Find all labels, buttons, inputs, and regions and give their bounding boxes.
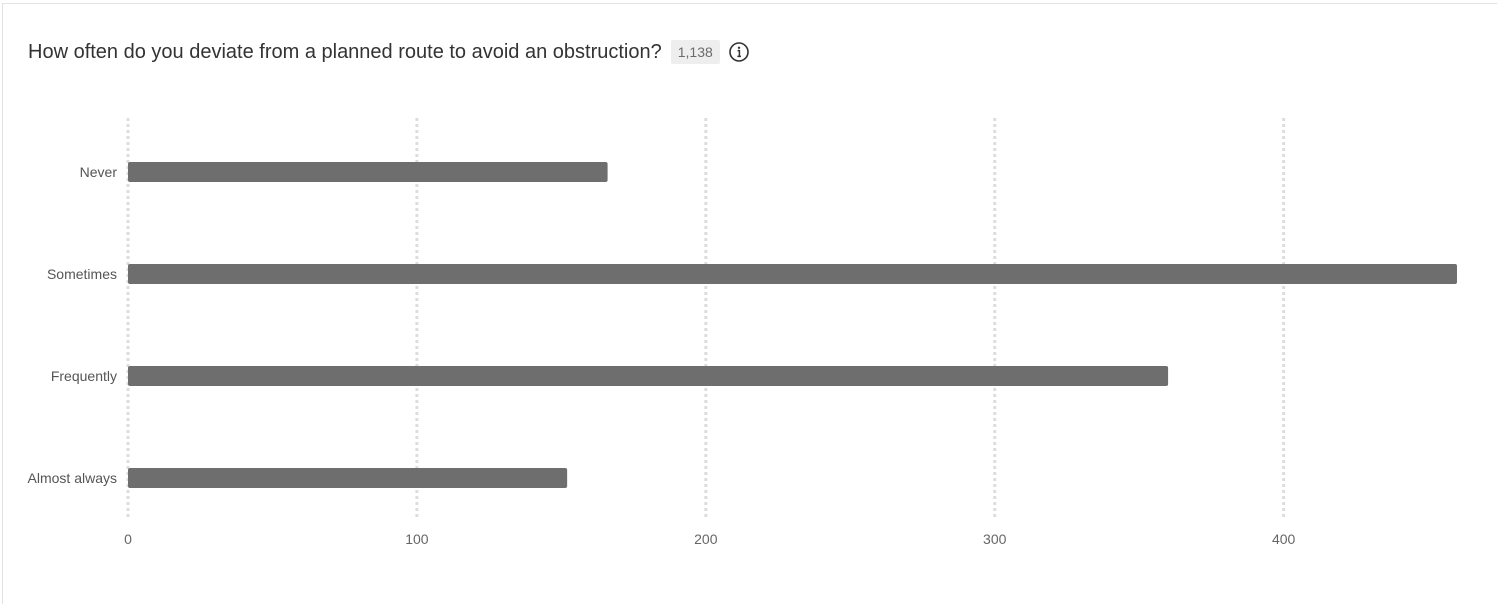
x-tick-label: 200: [694, 531, 718, 547]
info-circle-icon[interactable]: [728, 41, 750, 63]
category-label: Almost always: [28, 470, 117, 486]
category-label: Sometimes: [47, 266, 117, 282]
response-count-badge: 1,138: [670, 40, 720, 64]
x-tick-label: 300: [983, 531, 1007, 547]
question-title: How often do you deviate from a planned …: [28, 40, 662, 63]
category-label: Never: [80, 164, 118, 180]
category-labels: Never Sometimes Frequently Almost always: [28, 164, 118, 486]
x-tick-label: 0: [124, 531, 132, 547]
bar-frequently[interactable]: [128, 366, 1169, 386]
chart-card: [2, 3, 1497, 604]
bar-sometimes[interactable]: [128, 264, 1457, 284]
bars: [128, 162, 1457, 488]
bar-almost-always[interactable]: [128, 468, 568, 488]
x-tick-label: 100: [405, 531, 429, 547]
question-header: How often do you deviate from a planned …: [28, 40, 750, 64]
bar-never[interactable]: [128, 162, 608, 182]
grid-lines: [126, 118, 1286, 520]
x-tick-label: 400: [1272, 531, 1296, 547]
x-axis-ticks: 0 100 200 300 400: [124, 531, 1295, 547]
category-label: Frequently: [51, 368, 117, 384]
